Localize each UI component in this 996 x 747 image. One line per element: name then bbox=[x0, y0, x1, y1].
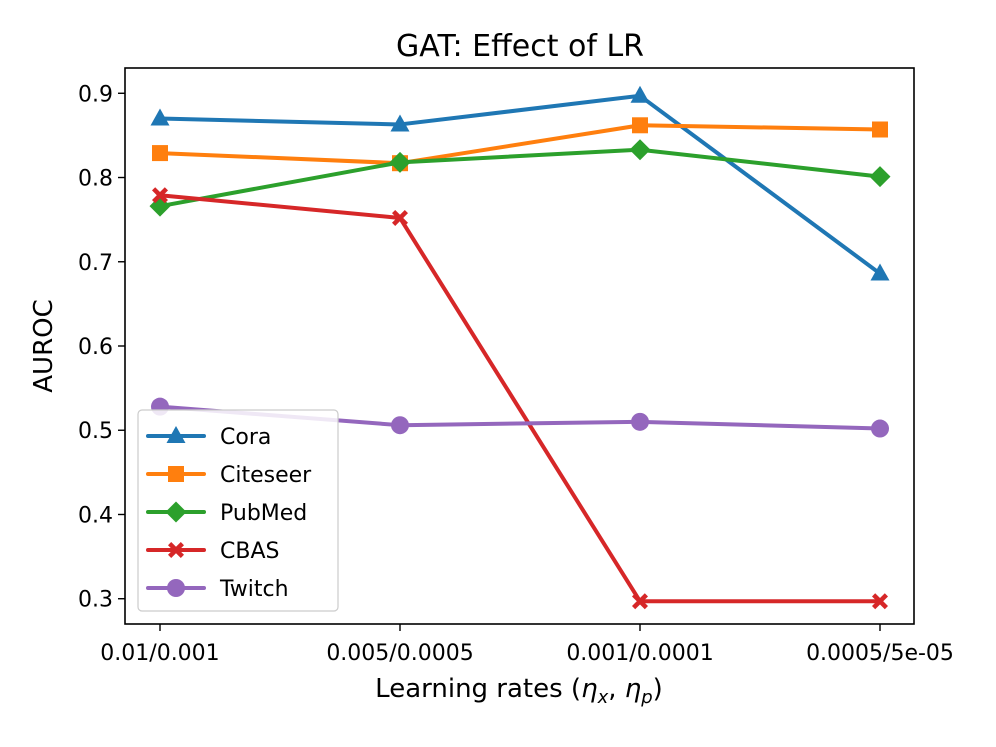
legend-label-cbas: CBAS bbox=[220, 539, 279, 564]
data-point-twitch bbox=[391, 416, 409, 435]
data-point-cora bbox=[390, 114, 410, 132]
series-line-pubmed bbox=[158, 147, 882, 209]
legend-entry-cbas: CBAS bbox=[146, 539, 279, 564]
y-tick-label: 0.4 bbox=[78, 503, 113, 528]
series-cbas bbox=[152, 187, 888, 610]
x-axis-label-sub-x: x bbox=[597, 687, 609, 708]
legend-marker-cbas bbox=[168, 542, 184, 558]
chart-title: GAT: Effect of LR bbox=[396, 29, 644, 64]
data-point-pubmed bbox=[389, 151, 411, 173]
data-point-twitch bbox=[631, 412, 649, 431]
y-tick-label: 0.8 bbox=[78, 167, 113, 192]
legend-box bbox=[137, 409, 339, 612]
series-line-cbas bbox=[158, 193, 882, 604]
legend-marker-twitch bbox=[167, 579, 185, 597]
x-tick-label: 0.01/0.001 bbox=[100, 641, 219, 666]
data-point-pubmed bbox=[869, 166, 891, 188]
data-point-cbas bbox=[632, 593, 648, 610]
x-axis-label: Learning rates (ηx, ηp) bbox=[375, 674, 663, 708]
data-point-pubmed bbox=[629, 139, 651, 161]
legend-label-citeseer: Citeseer bbox=[220, 463, 312, 488]
y-tick-label: 0.3 bbox=[78, 588, 113, 613]
legend-marker-citeseer bbox=[168, 466, 184, 482]
data-point-cbas bbox=[872, 593, 888, 610]
x-tick-label: 0.001/0.0001 bbox=[566, 641, 713, 666]
series-layer bbox=[149, 85, 891, 610]
legend-entry-pubmed: PubMed bbox=[146, 501, 307, 526]
y-axis: 0.3 0.4 0.5 0.6 0.7 0.8 0.9 bbox=[78, 82, 125, 613]
x-axis-label-eta-x: η bbox=[581, 674, 597, 704]
x-tick-label: 0.005/0.0005 bbox=[326, 641, 473, 666]
legend-marker-cora bbox=[166, 426, 186, 443]
x-axis-label-close: ) bbox=[653, 674, 663, 704]
x-axis-label-sub-p: p bbox=[640, 687, 652, 708]
legend-label-pubmed: PubMed bbox=[220, 501, 307, 526]
legend-entry-citeseer: Citeseer bbox=[146, 463, 312, 488]
data-point-cora bbox=[150, 108, 170, 126]
legend-entry-twitch: Twitch bbox=[146, 577, 289, 602]
x-tick-label: 0.0005/5e-05 bbox=[806, 641, 954, 666]
data-point-citeseer bbox=[632, 117, 648, 134]
data-point-cbas bbox=[152, 187, 168, 204]
legend-marker-pubmed bbox=[165, 501, 187, 523]
x-axis-label-separator: , bbox=[608, 674, 625, 704]
legend-label-cora: Cora bbox=[220, 425, 271, 450]
series-cora bbox=[150, 85, 890, 281]
series-line-citeseer bbox=[158, 123, 882, 166]
series-line-cora bbox=[158, 93, 882, 276]
legend: Cora Citeseer PubMed CBAS Twitch bbox=[137, 409, 339, 612]
legend-label-twitch: Twitch bbox=[219, 577, 289, 602]
legend-entry-cora: Cora bbox=[146, 425, 271, 450]
data-point-cora bbox=[870, 263, 890, 281]
x-axis-label-text: Learning rates ( bbox=[375, 674, 581, 704]
y-tick-label: 0.5 bbox=[78, 419, 113, 444]
y-tick-label: 0.7 bbox=[78, 251, 113, 276]
data-point-cora bbox=[630, 85, 650, 103]
y-tick-label: 0.6 bbox=[78, 335, 113, 360]
data-point-twitch bbox=[871, 419, 889, 438]
y-tick-label: 0.9 bbox=[78, 82, 113, 107]
data-point-citeseer bbox=[152, 145, 168, 162]
data-point-cbas bbox=[392, 209, 408, 226]
y-axis-label: AUROC bbox=[29, 299, 59, 393]
x-axis: 0.01/0.001 0.005/0.0005 0.001/0.0001 0.0005… bbox=[100, 624, 954, 666]
x-axis-label-eta-p: η bbox=[625, 674, 641, 704]
data-point-citeseer bbox=[872, 121, 888, 138]
